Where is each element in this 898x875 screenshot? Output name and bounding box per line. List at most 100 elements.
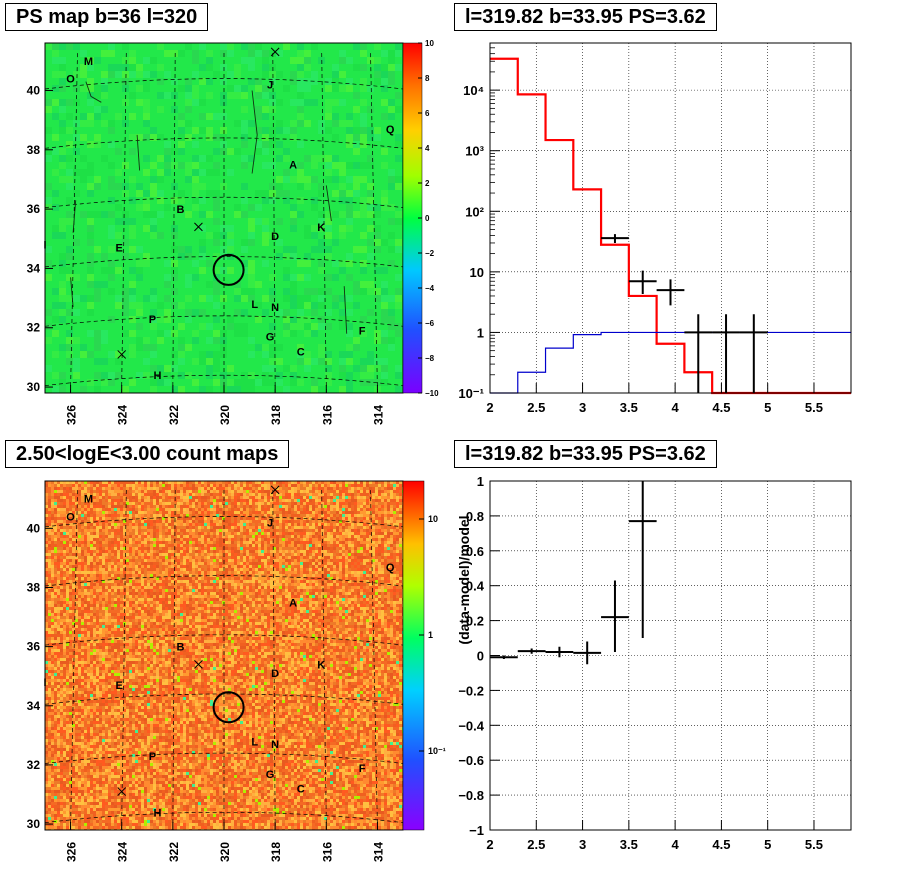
- map-pixel: [192, 50, 199, 57]
- map-pixel: [360, 493, 363, 496]
- map-pixel: [147, 541, 150, 544]
- map-pixel: [339, 358, 346, 365]
- map-pixel: [201, 493, 204, 496]
- map-pixel: [369, 568, 372, 571]
- map-pixel: [186, 553, 189, 556]
- map-pixel: [267, 532, 270, 535]
- map-pixel: [304, 183, 311, 190]
- map-pixel: [52, 232, 59, 239]
- map-pixel: [219, 571, 222, 574]
- map-pixel: [276, 568, 279, 571]
- map-pixel: [231, 571, 234, 574]
- map-pixel: [59, 372, 66, 379]
- map-pixel: [324, 481, 327, 484]
- map-pixel: [354, 556, 357, 559]
- map-pixel: [48, 529, 51, 532]
- map-pixel: [249, 511, 252, 514]
- map-pixel: [81, 505, 84, 508]
- map-pixel: [101, 330, 108, 337]
- map-pixel: [150, 490, 153, 493]
- map-pixel: [59, 127, 66, 134]
- map-pixel: [283, 197, 290, 204]
- map-pixel: [234, 330, 241, 337]
- map-pixel: [129, 541, 132, 544]
- map-pixel: [255, 547, 258, 550]
- map-pixel: [66, 502, 69, 505]
- map-pixel: [150, 288, 157, 295]
- map-pixel: [267, 517, 270, 520]
- map-pixel: [114, 571, 117, 574]
- map-pixel: [135, 517, 138, 520]
- map-pixel: [153, 538, 156, 541]
- map-pixel: [222, 550, 225, 553]
- map-pixel: [264, 529, 267, 532]
- map-pixel: [240, 490, 243, 493]
- map-pixel: [333, 502, 336, 505]
- map-pixel: [90, 571, 93, 574]
- map-pixel: [381, 532, 384, 535]
- map-pixel: [342, 490, 345, 493]
- map-pixel: [336, 505, 339, 508]
- map-pixel: [285, 481, 288, 484]
- map-pixel: [243, 529, 246, 532]
- map-pixel: [48, 490, 51, 493]
- map-pixel: [57, 511, 60, 514]
- map-pixel: [261, 550, 264, 553]
- map-pixel: [174, 550, 177, 553]
- map-pixel: [324, 559, 327, 562]
- map-pixel: [290, 162, 297, 169]
- map-pixel: [381, 162, 388, 169]
- map-pixel: [216, 490, 219, 493]
- map-pixel: [342, 529, 345, 532]
- map-pixel: [390, 487, 393, 490]
- map-pixel: [186, 493, 189, 496]
- map-pixel: [115, 183, 122, 190]
- map-pixel: [234, 502, 237, 505]
- map-pixel: [351, 538, 354, 541]
- map-pixel: [201, 502, 204, 505]
- map-pixel: [354, 568, 357, 571]
- map-pixel: [159, 493, 162, 496]
- map-pixel: [395, 43, 402, 50]
- map-pixel: [199, 239, 206, 246]
- map-pixel: [315, 571, 318, 574]
- map-pixel: [180, 559, 183, 562]
- map-pixel: [157, 379, 164, 386]
- map-pixel: [69, 484, 72, 487]
- map-pixel: [288, 550, 291, 553]
- map-pixel: [48, 505, 51, 508]
- map-pixel: [342, 502, 345, 505]
- map-pixel: [367, 85, 374, 92]
- map-pixel: [168, 571, 171, 574]
- map-pixel: [69, 514, 72, 517]
- map-pixel: [87, 211, 94, 218]
- map-pixel: [165, 544, 168, 547]
- map-pixel: [311, 155, 318, 162]
- map-pixel: [346, 330, 353, 337]
- map-pixel: [354, 493, 357, 496]
- map-pixel: [135, 490, 138, 493]
- map-pixel: [375, 517, 378, 520]
- map-pixel: [363, 511, 366, 514]
- map-pixel: [108, 379, 115, 386]
- map-pixel: [153, 481, 156, 484]
- map-pixel: [312, 553, 315, 556]
- map-pixel: [81, 490, 84, 493]
- map-pixel: [357, 553, 360, 556]
- map-pixel: [374, 225, 381, 232]
- map-pixel: [234, 379, 241, 386]
- map-pixel: [45, 99, 52, 106]
- map-pixel: [348, 538, 351, 541]
- map-pixel: [234, 505, 237, 508]
- map-pixel: [220, 225, 227, 232]
- map-pixel: [129, 559, 132, 562]
- map-pixel: [381, 568, 384, 571]
- map-pixel: [300, 556, 303, 559]
- map-pixel: [135, 487, 138, 490]
- map-pixel: [354, 532, 357, 535]
- map-pixel: [311, 99, 318, 106]
- cross-marker: [194, 222, 203, 232]
- map-pixel: [363, 562, 366, 565]
- map-pixel: [325, 78, 332, 85]
- map-pixel: [248, 155, 255, 162]
